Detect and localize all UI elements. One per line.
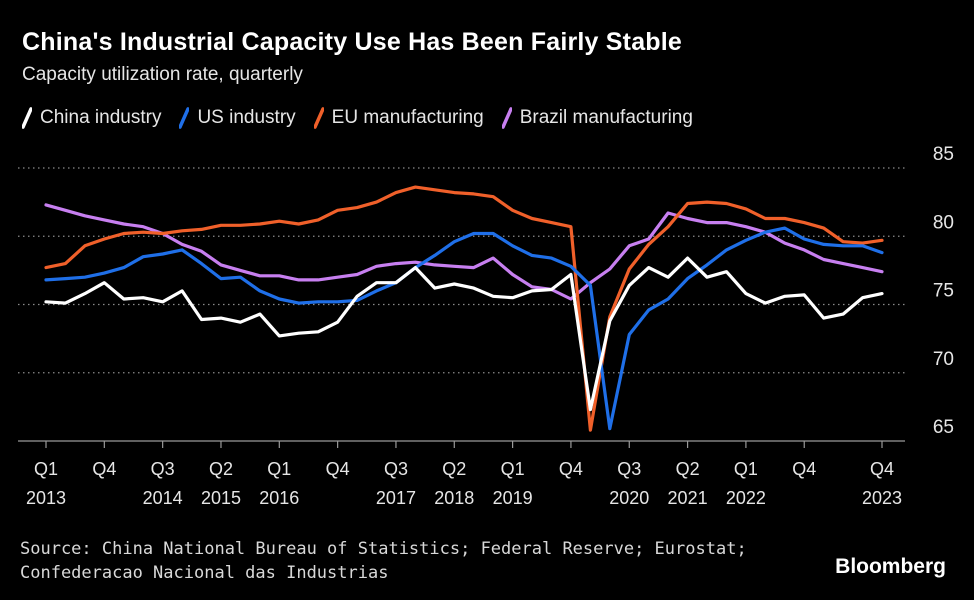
x-tick-label: Q3 (151, 459, 175, 479)
x-tick-year-label: 2015 (201, 488, 241, 508)
x-tick-label: Q2 (209, 459, 233, 479)
source-note: Source: China National Bureau of Statist… (20, 537, 747, 585)
x-tick-year-label: 2016 (259, 488, 299, 508)
legend-label-eu: EU manufacturing (331, 107, 484, 128)
x-tick-label: Q4 (792, 459, 816, 479)
chart-title: China's Industrial Capacity Use Has Been… (22, 28, 683, 56)
x-tick-year-label: 2017 (376, 488, 416, 508)
legend-swatch-us (179, 107, 190, 129)
x-tick-label: Q1 (734, 459, 758, 479)
x-tick-year-label: 2018 (434, 488, 474, 508)
legend-item-brazil: Brazil manufacturing (501, 107, 693, 129)
legend-label-china: China industry (40, 107, 162, 128)
x-tick-label: Q2 (442, 459, 466, 479)
legend-item-us: US industry (179, 107, 296, 129)
x-tick-year-label: 2014 (143, 488, 183, 508)
y-tick-label: 70 (933, 349, 954, 370)
x-tick-year-label: 2020 (609, 488, 649, 508)
line-chart: 65 70 75 80 85 Q1 2013 Q4 Q3 2014 Q2 2015 Q1 2016 Q4 Q3… (18, 144, 954, 508)
x-tick-year-label: 2013 (26, 488, 66, 508)
bloomberg-logo: Bloomberg (835, 555, 946, 578)
y-tick-label: 80 (933, 212, 954, 233)
x-tick-label: Q2 (676, 459, 700, 479)
series-line-eu (44, 185, 884, 432)
series-line-brazil (44, 203, 884, 301)
x-tick-label: Q4 (326, 459, 350, 479)
x-tick-year-label: 2021 (668, 488, 708, 508)
x-tick-year-label: 2023 (862, 488, 902, 508)
x-tick-label: Q3 (617, 459, 641, 479)
legend-swatch-eu (313, 107, 324, 129)
x-tick-label: Q1 (501, 459, 525, 479)
y-tick-label: 85 (933, 144, 954, 165)
legend-item-eu: EU manufacturing (313, 107, 484, 129)
x-tick-label: Q4 (870, 459, 894, 479)
x-tick-label: Q4 (92, 459, 116, 479)
legend-swatch-brazil (501, 107, 512, 129)
y-tick-label: 65 (933, 417, 954, 438)
series-line-us (44, 226, 884, 431)
source-line-1: Source: China National Bureau of Statist… (20, 539, 747, 559)
y-tick-label: 75 (933, 281, 954, 302)
legend-swatch-china (22, 107, 32, 129)
x-tick-label: Q1 (267, 459, 291, 479)
x-tick-year-label: 2019 (493, 488, 533, 508)
legend: China industry US industry EU manufactur… (22, 107, 711, 129)
x-tick-label: Q3 (384, 459, 408, 479)
legend-item-china: China industry (22, 107, 161, 129)
legend-label-brazil: Brazil manufacturing (519, 107, 693, 128)
legend-label-us: US industry (197, 107, 296, 128)
series-line-china (44, 256, 884, 412)
x-tick-label: Q1 (34, 459, 58, 479)
chart-subtitle: Capacity utilization rate, quarterly (22, 64, 303, 85)
source-line-2: Confederacao Nacional das Industrias (20, 563, 389, 583)
x-tick-year-label: 2022 (726, 488, 766, 508)
x-tick-label: Q4 (559, 459, 583, 479)
